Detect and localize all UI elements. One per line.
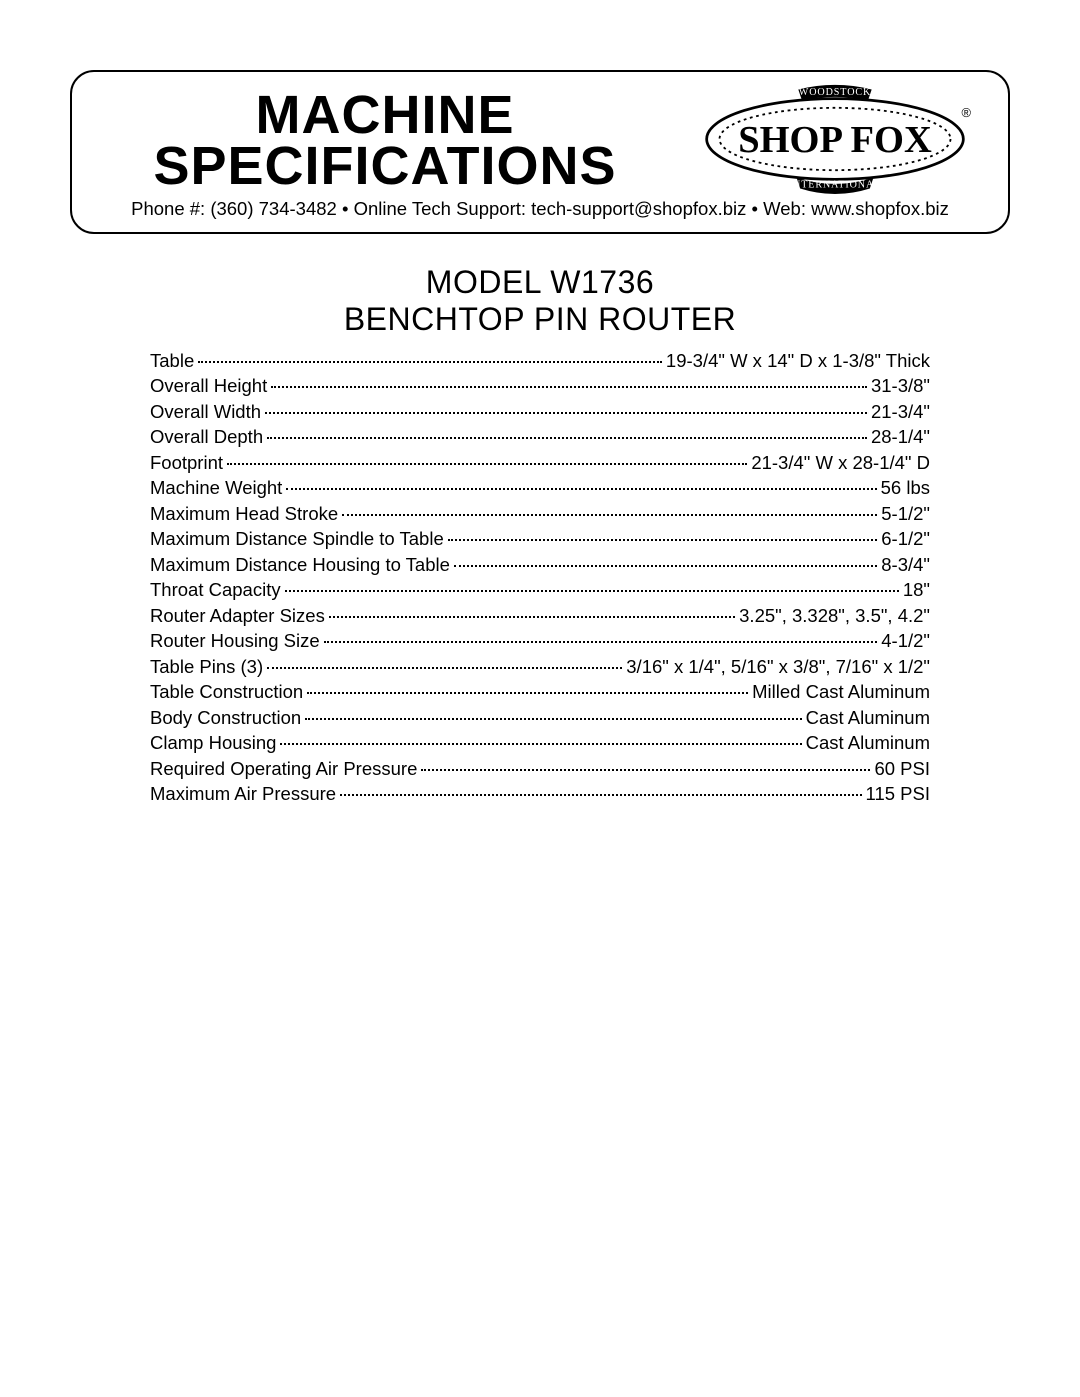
spec-leader-dots: [340, 794, 861, 796]
spec-label: Maximum Distance Housing to Table: [150, 552, 452, 578]
spec-row: Footprint 21-3/4" W x 28-1/4" D: [150, 450, 930, 476]
header-title: MACHINE SPECIFICATIONS: [100, 86, 690, 193]
spec-value: 18": [901, 577, 930, 603]
spec-leader-dots: [280, 743, 801, 745]
spec-value: 6-1/2": [879, 526, 930, 552]
spec-value: 3/16" x 1/4", 5/16" x 3/8", 7/16" x 1/2": [624, 654, 930, 680]
spec-leader-dots: [267, 667, 622, 669]
spec-leader-dots: [324, 641, 878, 643]
spec-value: 28-1/4": [869, 424, 930, 450]
spec-row: Body Construction Cast Aluminum: [150, 705, 930, 731]
shopfox-logo: WOODSTOCK SHOP FOX ® INTERNATIONAL: [690, 84, 980, 194]
spec-leader-dots: [285, 590, 899, 592]
header-top-row: MACHINE SPECIFICATIONS WOODSTOCK SHOP FO…: [100, 84, 980, 194]
spec-value: 19-3/4" W x 14" D x 1-3/8" Thick: [664, 348, 930, 374]
spec-row: Table Pins (3) 3/16" x 1/4", 5/16" x 3/8…: [150, 654, 930, 680]
spec-row: Router Housing Size 4-1/2": [150, 628, 930, 654]
spec-value: 115 PSI: [864, 781, 930, 807]
spec-leader-dots: [271, 386, 867, 388]
spec-label: Clamp Housing: [150, 730, 278, 756]
spec-row: Maximum Distance Housing to Table 8-3/4": [150, 552, 930, 578]
spec-label: Body Construction: [150, 705, 303, 731]
spec-leader-dots: [265, 412, 867, 414]
spec-label: Table: [150, 348, 196, 374]
header-box: MACHINE SPECIFICATIONS WOODSTOCK SHOP FO…: [70, 70, 1010, 234]
spec-value: Cast Aluminum: [804, 705, 930, 731]
spec-label: Table Pins (3): [150, 654, 265, 680]
spec-leader-dots: [421, 769, 870, 771]
spec-row: Maximum Head Stroke 5-1/2": [150, 501, 930, 527]
spec-value: 56 lbs: [879, 475, 930, 501]
spec-value: 60 PSI: [872, 756, 930, 782]
spec-label: Maximum Distance Spindle to Table: [150, 526, 446, 552]
spec-label: Required Operating Air Pressure: [150, 756, 419, 782]
header-title-line1: MACHINE: [100, 90, 670, 141]
spec-leader-dots: [267, 437, 867, 439]
spec-leader-dots: [329, 616, 735, 618]
model-title: MODEL W1736 BENCHTOP PIN ROUTER: [70, 264, 1010, 338]
spec-leader-dots: [342, 514, 877, 516]
spec-row: Overall Width 21-3/4": [150, 399, 930, 425]
model-line1: MODEL W1736: [70, 264, 1010, 301]
svg-text:WOODSTOCK: WOODSTOCK: [799, 87, 871, 98]
spec-leader-dots: [454, 565, 877, 567]
spec-label: Machine Weight: [150, 475, 284, 501]
spec-row: Router Adapter Sizes 3.25", 3.328", 3.5"…: [150, 603, 930, 629]
spec-label: Throat Capacity: [150, 577, 283, 603]
spec-value: 21-3/4" W x 28-1/4" D: [749, 450, 930, 476]
spec-row: Clamp Housing Cast Aluminum: [150, 730, 930, 756]
spec-leader-dots: [305, 718, 801, 720]
spec-label: Router Housing Size: [150, 628, 322, 654]
spec-value: 4-1/2": [879, 628, 930, 654]
spec-value: 3.25", 3.328", 3.5", 4.2": [737, 603, 930, 629]
svg-text:INTERNATIONAL: INTERNATIONAL: [789, 180, 882, 191]
spec-value: 5-1/2": [879, 501, 930, 527]
spec-label: Router Adapter Sizes: [150, 603, 327, 629]
spec-row: Overall Depth 28-1/4": [150, 424, 930, 450]
spec-row: Machine Weight 56 lbs: [150, 475, 930, 501]
spec-row: Table Construction Milled Cast Aluminum: [150, 679, 930, 705]
spec-value: 21-3/4": [869, 399, 930, 425]
spec-leader-dots: [227, 463, 747, 465]
spec-row: Maximum Air Pressure 115 PSI: [150, 781, 930, 807]
spec-label: Table Construction: [150, 679, 305, 705]
spec-row: Table 19-3/4" W x 14" D x 1-3/8" Thick: [150, 348, 930, 374]
spec-row: Throat Capacity 18": [150, 577, 930, 603]
contact-line: Phone #: (360) 734-3482 • Online Tech Su…: [100, 198, 980, 220]
spec-value: 8-3/4": [879, 552, 930, 578]
spec-label: Overall Width: [150, 399, 263, 425]
spec-leader-dots: [198, 361, 662, 363]
spec-label: Footprint: [150, 450, 225, 476]
spec-row: Overall Height 31-3/8": [150, 373, 930, 399]
model-line2: BENCHTOP PIN ROUTER: [70, 301, 1010, 338]
spec-leader-dots: [448, 539, 878, 541]
spec-leader-dots: [286, 488, 876, 490]
header-title-line2: SPECIFICATIONS: [100, 141, 670, 192]
spec-list: Table 19-3/4" W x 14" D x 1-3/8" ThickOv…: [150, 348, 930, 807]
spec-label: Overall Depth: [150, 424, 265, 450]
spec-label: Maximum Air Pressure: [150, 781, 338, 807]
spec-label: Maximum Head Stroke: [150, 501, 340, 527]
spec-value: Cast Aluminum: [804, 730, 930, 756]
svg-text:SHOP FOX: SHOP FOX: [738, 119, 932, 161]
spec-leader-dots: [307, 692, 748, 694]
spec-value: 31-3/8": [869, 373, 930, 399]
spec-row: Required Operating Air Pressure 60 PSI: [150, 756, 930, 782]
spec-value: Milled Cast Aluminum: [750, 679, 930, 705]
spec-row: Maximum Distance Spindle to Table 6-1/2": [150, 526, 930, 552]
spec-label: Overall Height: [150, 373, 269, 399]
spec-sheet-page: MACHINE SPECIFICATIONS WOODSTOCK SHOP FO…: [0, 0, 1080, 1397]
svg-text:®: ®: [962, 105, 972, 120]
